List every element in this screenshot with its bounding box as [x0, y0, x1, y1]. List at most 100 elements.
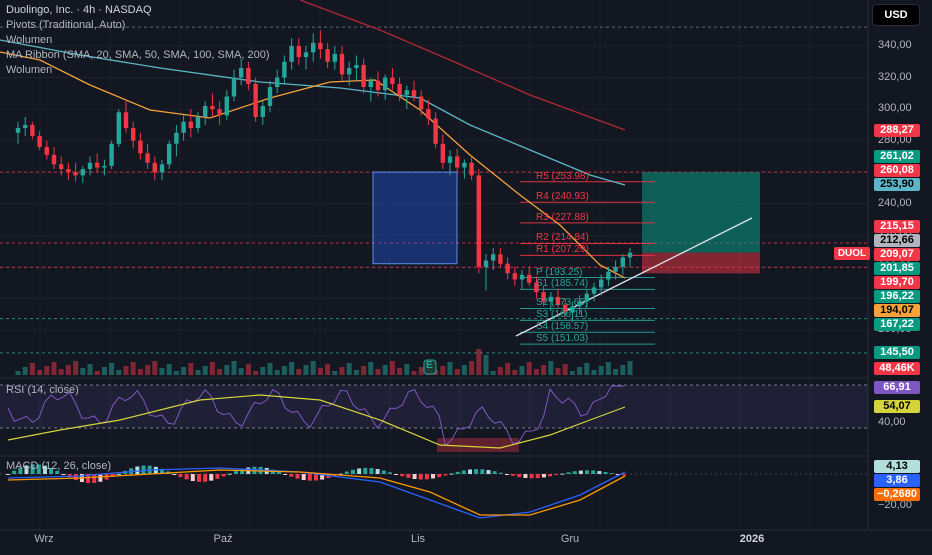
macd-histogram-bar	[369, 468, 374, 474]
price-tag: 212,66	[874, 234, 920, 247]
candle-body	[541, 292, 546, 302]
volume-bar	[145, 365, 151, 375]
volume-bar	[339, 367, 345, 375]
volume-bar	[476, 349, 482, 375]
volume-bar	[382, 365, 388, 375]
volume-bar	[22, 367, 28, 375]
candle-body	[332, 53, 337, 62]
rsi-legend[interactable]: RSI (14, close)	[6, 384, 79, 396]
volume-bar	[37, 370, 43, 375]
volume-bar	[562, 364, 568, 375]
macd-legend[interactable]: MACD (12, 26, close)	[6, 460, 112, 472]
volume-bar	[281, 366, 287, 375]
earnings-marker	[423, 359, 437, 375]
candle-body	[368, 80, 373, 88]
macd-signal-line	[7, 469, 626, 516]
symbol-title[interactable]: Duolingo, Inc. · 4h · NASDAQ	[6, 4, 152, 16]
candle-body	[30, 124, 35, 136]
macd-histogram-bar	[314, 474, 318, 481]
volume-bar	[116, 370, 122, 375]
volume-bar	[217, 369, 223, 375]
macd-histogram-bar	[566, 472, 571, 474]
macd-histogram-bar	[443, 474, 448, 476]
candle-body	[534, 282, 539, 293]
indicator-pivots[interactable]: Pivots (Traditional, Auto)	[6, 19, 126, 31]
volume-bar	[152, 361, 158, 375]
earnings-marker-label[interactable]: E	[426, 360, 433, 371]
candle-body	[462, 162, 467, 168]
volume-bar	[397, 368, 403, 375]
macd-histogram-bar	[474, 469, 479, 474]
macd-histogram-bar	[61, 474, 66, 475]
candle-body	[131, 128, 136, 141]
candle-body	[145, 153, 150, 163]
candle-body	[231, 77, 237, 97]
sma20-line	[0, 51, 626, 279]
candle-body	[37, 135, 42, 147]
candle-body	[419, 96, 424, 110]
macd-histogram-bar	[178, 474, 183, 477]
candle-body	[606, 271, 611, 280]
macd-histogram-bar	[55, 470, 60, 474]
indicator-volume-2[interactable]: Wolumen	[6, 64, 53, 76]
candle-body	[361, 64, 366, 88]
currency-button[interactable]: USD	[872, 4, 920, 26]
macd-histogram-bar	[492, 471, 497, 474]
macd-histogram-bar	[277, 471, 282, 474]
indicator-volume[interactable]: Wolumen	[6, 34, 53, 46]
candle-body	[174, 132, 179, 144]
volume-bar	[130, 362, 136, 375]
time-axis-label[interactable]: Gru	[560, 533, 580, 545]
volume-bar	[296, 369, 302, 375]
volume-bar	[454, 369, 460, 375]
candle-body	[483, 260, 489, 267]
macd-axis-label: −20,00	[878, 499, 912, 511]
macd-value-tag: −0,2680	[874, 488, 920, 501]
pivot-label: S2 (173.66)	[536, 297, 589, 309]
candle-body	[375, 80, 381, 91]
candle-body	[217, 109, 222, 116]
candle-body	[469, 162, 474, 176]
candle-body	[599, 279, 604, 288]
candle-body	[195, 117, 201, 129]
candle-body	[188, 121, 193, 129]
macd-histogram-bar	[73, 474, 78, 481]
volume-bar	[584, 363, 590, 375]
volume-bar	[303, 365, 309, 375]
time-axis-label[interactable]: 2026	[739, 533, 765, 545]
pivot-label: R3 (227.88)	[536, 211, 589, 223]
candle-body	[282, 61, 287, 78]
candle-body	[66, 169, 71, 173]
candle-body	[591, 287, 597, 294]
macd-histogram-bar	[381, 470, 386, 474]
candle-body	[123, 112, 129, 129]
macd-histogram-bar	[320, 474, 325, 480]
indicator-ma-ribbon[interactable]: MA Ribbon (SMA, 20, SMA, 50, SMA, 100, S…	[6, 49, 270, 61]
time-axis-label[interactable]: Paź	[213, 533, 233, 545]
volume-bar	[51, 362, 57, 375]
volume-bar	[505, 363, 511, 375]
macd-histogram-bar	[12, 470, 17, 474]
macd-histogram-bar	[295, 474, 300, 479]
macd-value-tag: 4,13	[874, 460, 920, 473]
macd-value-tag: 3,86	[874, 474, 920, 487]
macd-histogram-bar	[480, 469, 485, 474]
time-axis-label[interactable]: Wrz	[34, 533, 54, 545]
volume-bar	[389, 361, 395, 375]
candle-body	[512, 273, 517, 280]
candle-body	[138, 140, 143, 154]
macd-histogram-bar	[283, 474, 288, 475]
candle-body	[627, 252, 633, 258]
time-axis-label[interactable]: Lis	[410, 533, 426, 545]
macd-histogram-bar	[572, 471, 577, 474]
rsi-band	[0, 385, 868, 428]
volume-bar	[15, 371, 21, 375]
macd-histogram-bar	[541, 474, 546, 478]
macd-histogram-bar	[215, 474, 220, 479]
candle-body	[563, 304, 568, 313]
macd-histogram-bar	[615, 474, 620, 475]
volume-bar	[181, 367, 187, 375]
candle-body	[246, 68, 251, 84]
